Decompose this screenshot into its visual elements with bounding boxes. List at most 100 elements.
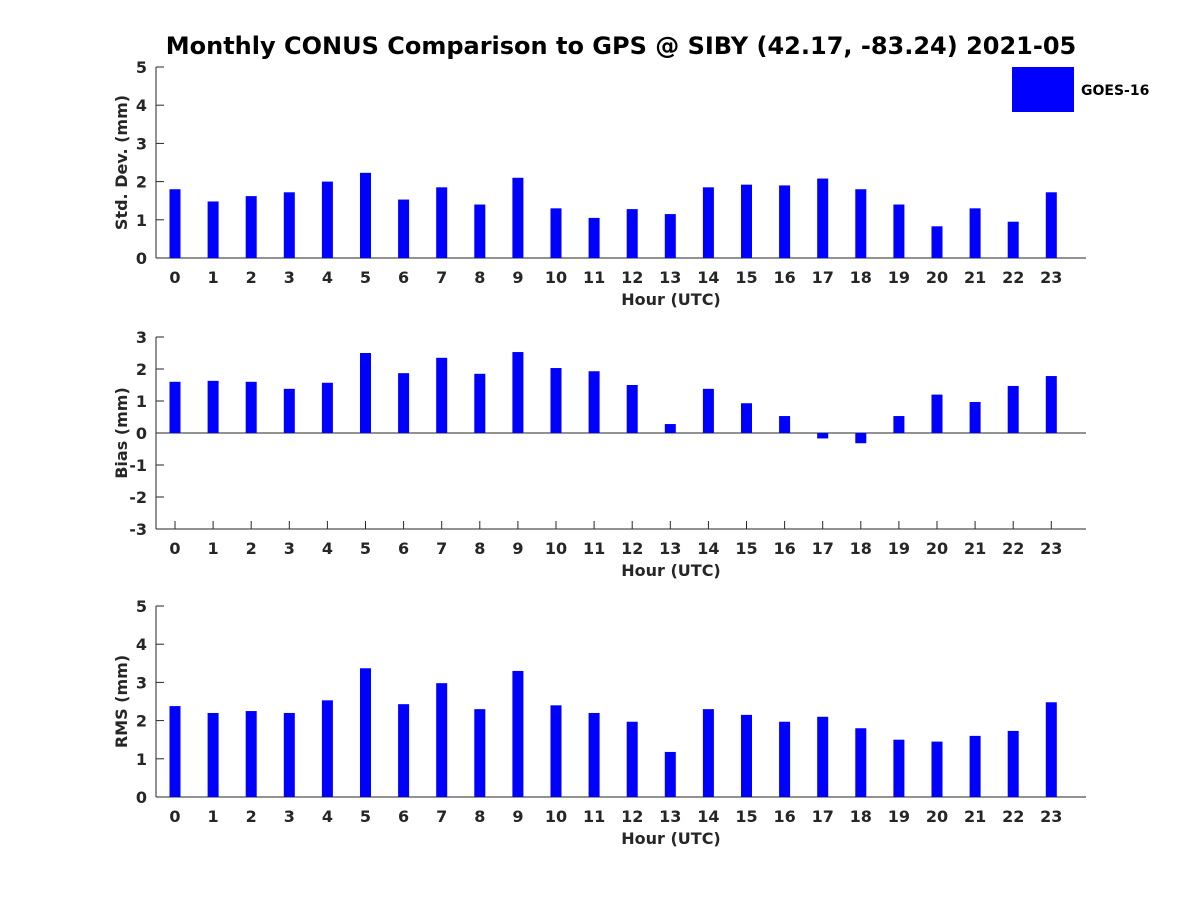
y-tick-label: 2 bbox=[136, 712, 147, 731]
bar-hour-4 bbox=[321, 382, 333, 433]
x-tick-label: 0 bbox=[169, 807, 180, 826]
bar-hour-18 bbox=[855, 189, 867, 258]
bar-hour-12 bbox=[626, 385, 638, 433]
bar-hour-13 bbox=[664, 214, 676, 258]
x-tick-label: 2 bbox=[246, 268, 257, 287]
bar-hour-16 bbox=[779, 721, 791, 797]
x-tick-label: 11 bbox=[583, 807, 605, 826]
x-tick-label: 16 bbox=[773, 539, 795, 558]
x-tick-label: 7 bbox=[436, 807, 447, 826]
bar-hour-17 bbox=[817, 716, 829, 797]
bar-hour-3 bbox=[283, 712, 295, 797]
bar-hour-22 bbox=[1007, 221, 1019, 258]
x-tick-label: 2 bbox=[246, 539, 257, 558]
bar-hour-0 bbox=[169, 381, 181, 433]
x-tick-label: 0 bbox=[169, 539, 180, 558]
x-tick-label: 14 bbox=[697, 539, 719, 558]
bar-hour-1 bbox=[207, 201, 219, 258]
bar-hour-8 bbox=[474, 204, 486, 258]
bar-hour-10 bbox=[550, 705, 562, 797]
bar-hour-8 bbox=[474, 373, 486, 433]
x-tick-label: 11 bbox=[583, 539, 605, 558]
y-tick-label: 2 bbox=[136, 360, 147, 379]
bar-hour-15 bbox=[741, 184, 752, 258]
bar-hour-14 bbox=[702, 709, 714, 797]
legend: GOES-16 bbox=[1012, 67, 1149, 112]
bar-hour-12 bbox=[626, 209, 638, 258]
x-tick-label: 17 bbox=[812, 539, 834, 558]
bar-hour-2 bbox=[245, 381, 257, 433]
y-tick-label: 2 bbox=[136, 173, 147, 192]
x-tick-label: 17 bbox=[812, 268, 834, 287]
bar-hour-23 bbox=[1045, 376, 1057, 433]
y-tick-label: 1 bbox=[136, 392, 147, 411]
bar-hour-10 bbox=[550, 208, 562, 258]
x-tick-label: 12 bbox=[621, 807, 643, 826]
bar-hour-2 bbox=[245, 196, 257, 258]
bar-hour-17 bbox=[817, 433, 829, 439]
bar-hour-17 bbox=[817, 178, 829, 258]
bar-hour-11 bbox=[588, 712, 600, 797]
x-tick-label: 3 bbox=[284, 807, 295, 826]
x-tick-label: 9 bbox=[512, 268, 523, 287]
x-tick-label: 1 bbox=[208, 539, 219, 558]
bar-hour-6 bbox=[398, 199, 410, 258]
x-tick-label: 0 bbox=[169, 268, 180, 287]
bar-hour-20 bbox=[931, 226, 943, 258]
x-tick-label: 22 bbox=[1002, 539, 1024, 558]
x-tick-label: 6 bbox=[398, 807, 409, 826]
x-tick-label: 4 bbox=[322, 539, 333, 558]
y-axis-label: Std. Dev. (mm) bbox=[112, 95, 131, 230]
x-tick-label: 1 bbox=[208, 268, 219, 287]
x-tick-label: 3 bbox=[284, 539, 295, 558]
bar-hour-1 bbox=[207, 712, 219, 797]
bar-hour-21 bbox=[969, 208, 981, 258]
x-tick-label: 7 bbox=[436, 268, 447, 287]
bar-hour-5 bbox=[360, 172, 371, 258]
x-tick-label: 7 bbox=[436, 539, 447, 558]
x-tick-label: 14 bbox=[697, 268, 719, 287]
x-tick-label: 20 bbox=[926, 268, 948, 287]
bar-hour-5 bbox=[360, 668, 371, 797]
x-tick-label: 14 bbox=[697, 807, 719, 826]
chart-title: Monthly CONUS Comparison to GPS @ SIBY (… bbox=[166, 32, 1076, 60]
x-tick-label: 17 bbox=[812, 807, 834, 826]
bar-hour-19 bbox=[893, 416, 905, 433]
bar-hour-0 bbox=[169, 189, 181, 258]
x-tick-label: 5 bbox=[360, 807, 371, 826]
bar-hour-7 bbox=[436, 683, 448, 797]
bar-hour-12 bbox=[626, 721, 638, 797]
y-tick-label: -2 bbox=[129, 488, 147, 507]
x-tick-label: 11 bbox=[583, 268, 605, 287]
x-tick-label: 21 bbox=[964, 539, 986, 558]
bar-hour-21 bbox=[969, 735, 981, 797]
y-tick-label: 3 bbox=[136, 134, 147, 153]
bar-hour-6 bbox=[398, 704, 410, 797]
y-tick-label: 5 bbox=[136, 597, 147, 616]
bar-hour-9 bbox=[512, 177, 524, 258]
bar-hour-16 bbox=[779, 416, 791, 433]
bar-hour-20 bbox=[931, 741, 943, 797]
x-tick-label: 8 bbox=[474, 807, 485, 826]
y-tick-label: 3 bbox=[136, 673, 147, 692]
legend-swatch bbox=[1012, 67, 1074, 112]
bar-hour-7 bbox=[436, 357, 448, 433]
x-tick-label: 10 bbox=[545, 539, 567, 558]
bar-hour-9 bbox=[512, 352, 524, 433]
x-tick-label: 13 bbox=[659, 539, 681, 558]
x-tick-label: 18 bbox=[850, 539, 872, 558]
bar-hour-3 bbox=[283, 388, 295, 433]
x-tick-label: 6 bbox=[398, 268, 409, 287]
x-tick-label: 8 bbox=[474, 268, 485, 287]
x-tick-label: 1 bbox=[208, 807, 219, 826]
bar-hour-14 bbox=[702, 388, 714, 433]
x-tick-label: 4 bbox=[322, 807, 333, 826]
bar-hour-9 bbox=[512, 670, 524, 797]
x-tick-label: 3 bbox=[284, 268, 295, 287]
bar-hour-14 bbox=[702, 187, 714, 258]
x-tick-label: 16 bbox=[773, 807, 795, 826]
x-tick-label: 15 bbox=[735, 807, 757, 826]
bar-hour-22 bbox=[1007, 730, 1019, 797]
x-tick-label: 13 bbox=[659, 268, 681, 287]
